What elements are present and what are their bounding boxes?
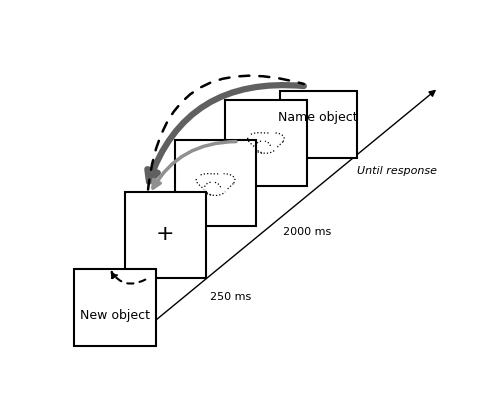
Text: 2000 ms: 2000 ms xyxy=(284,227,332,237)
Text: New object: New object xyxy=(80,309,150,322)
Text: 250 ms: 250 ms xyxy=(210,292,251,302)
Text: +: + xyxy=(156,224,174,244)
FancyBboxPatch shape xyxy=(124,192,206,279)
FancyBboxPatch shape xyxy=(225,100,306,186)
FancyBboxPatch shape xyxy=(74,269,156,346)
Text: Until response: Until response xyxy=(357,166,437,176)
FancyBboxPatch shape xyxy=(175,140,256,226)
Text: Name object: Name object xyxy=(278,111,358,124)
FancyBboxPatch shape xyxy=(280,91,357,158)
